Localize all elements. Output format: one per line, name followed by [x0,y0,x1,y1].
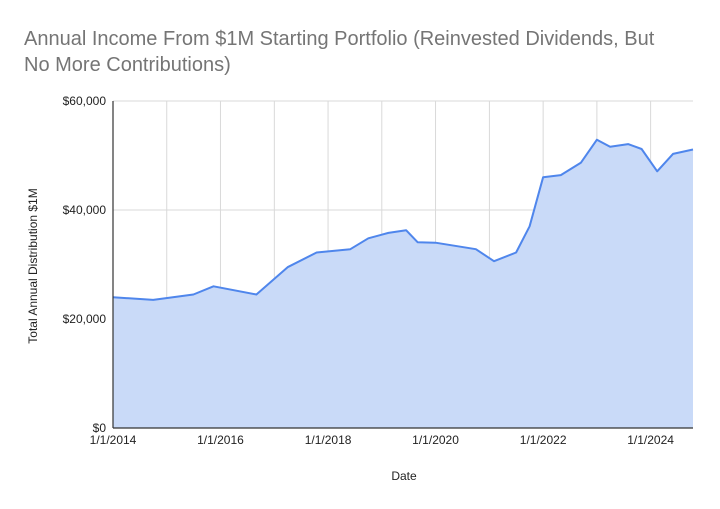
x-tick-label: 1/1/2016 [197,433,244,447]
x-tick-label: 1/1/2020 [412,433,459,447]
area-layer [112,101,694,429]
x-tick-label: 1/1/2022 [520,433,567,447]
x-tick-labels: 1/1/2014 1/1/2016 1/1/2018 1/1/2020 1/1/2022… [90,433,675,447]
x-tick-label: 1/1/2014 [90,433,137,447]
chart-title-line-1: Annual Income From $1M Starting Portfoli… [24,28,655,50]
chart-title-line-2: No More Contributions) [24,54,231,76]
y-axis-label: Total Annual Distribution $1M [26,188,40,343]
x-tick-label: 1/1/2018 [305,433,352,447]
y-tick-label: $40,000 [63,203,107,217]
y-tick-label: $20,000 [63,312,107,326]
x-axis-label: Date [391,469,417,483]
x-tick-label: 1/1/2024 [627,433,674,447]
y-tick-label: $60,000 [63,94,107,108]
y-tick-labels: $0 $20,000 $40,000 $60,000 [63,94,107,435]
series-line [112,138,694,301]
series-area-fill [113,139,693,428]
y-tick-label: $0 [93,421,107,435]
